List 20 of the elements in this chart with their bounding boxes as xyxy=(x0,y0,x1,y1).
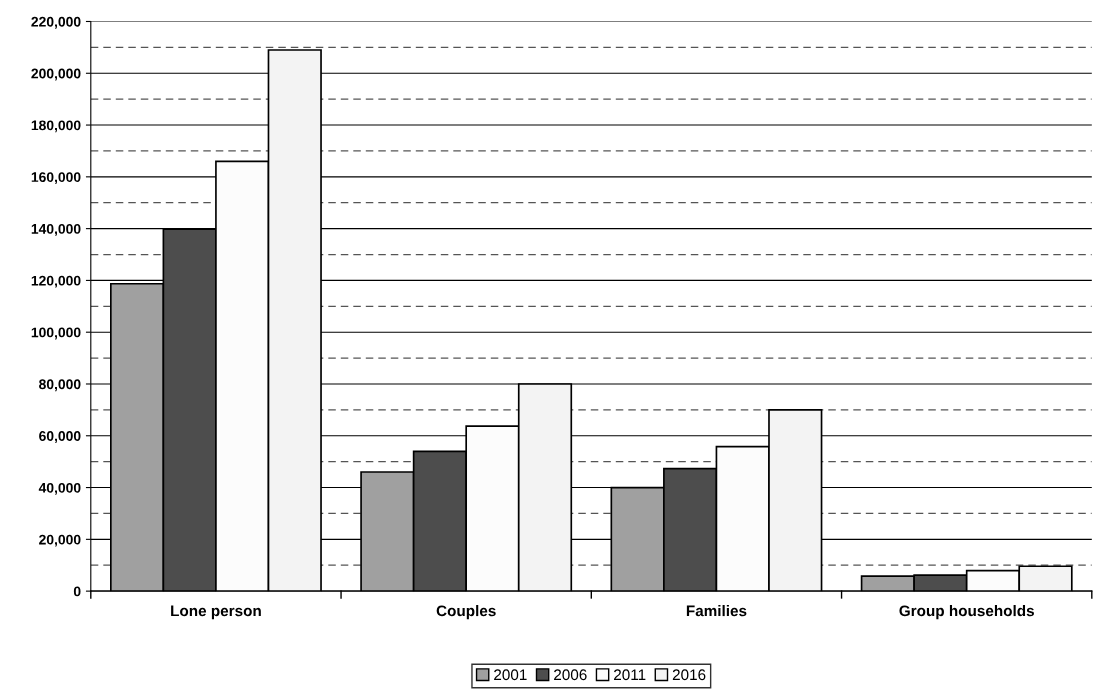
x-tick-label: Couples xyxy=(436,605,496,620)
y-tick-label: 120,000 xyxy=(31,275,81,288)
x-tick-label: Families xyxy=(686,605,747,617)
y-tick-label: 140,000 xyxy=(31,223,81,236)
legend-label: 2001 xyxy=(494,669,527,681)
legend-label: 2006 xyxy=(554,669,587,681)
x-tick-label: Group households xyxy=(899,605,1034,620)
y-tick-label: 100,000 xyxy=(31,327,81,340)
x-tick-label: Lone person xyxy=(171,605,261,620)
y-tick-label: 0 xyxy=(73,586,81,597)
y-tick-label: 80,000 xyxy=(39,379,81,392)
legend-label: 2011 xyxy=(614,669,646,681)
y-tick-label: 200,000 xyxy=(31,68,81,81)
y-tick-label: 220,000 xyxy=(31,16,81,29)
y-tick-label: 40,000 xyxy=(38,482,81,495)
y-tick-label: 60,000 xyxy=(39,431,81,443)
y-tick-label: 20,000 xyxy=(39,534,81,547)
legend-label: 2016 xyxy=(672,669,706,681)
y-tick-label: 180,000 xyxy=(31,120,81,133)
y-tick-label: 160,000 xyxy=(31,172,81,185)
